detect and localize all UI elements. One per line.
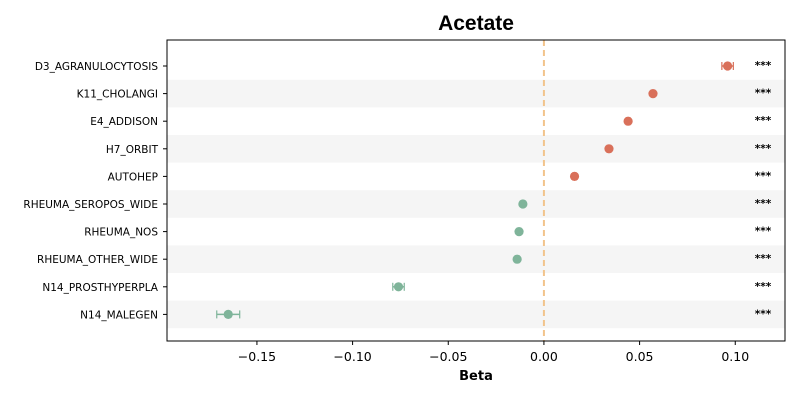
significance-label: *** xyxy=(755,308,772,320)
significance-label: *** xyxy=(755,115,772,127)
data-point xyxy=(623,116,633,126)
data-point xyxy=(393,282,404,292)
data-points xyxy=(223,61,733,319)
data-point xyxy=(512,254,522,264)
significance-labels: *** *** *** *** *** *** *** *** *** *** xyxy=(755,60,772,320)
y-tick-label: H7_ORBIT xyxy=(106,144,159,156)
y-tick-label: D3_AGRANULOCYTOSIS xyxy=(35,61,158,73)
y-tick-label: AUTOHEP xyxy=(108,171,158,183)
y-axis: D3_AGRANULOCYTOSIS K11_CHOLANGI E4_ADDISON… xyxy=(23,61,167,321)
x-tick-label: −0.15 xyxy=(238,349,276,364)
data-point xyxy=(223,309,233,319)
row-band xyxy=(167,79,785,108)
x-tick-label: 0.00 xyxy=(530,349,558,364)
plot-frame xyxy=(166,39,786,342)
row-band xyxy=(167,190,785,218)
data-point xyxy=(604,144,614,154)
significance-label: *** xyxy=(755,198,772,210)
data-point xyxy=(569,171,580,181)
row-bands xyxy=(167,79,785,329)
y-tick-label: N14_MALEGEN xyxy=(80,309,158,321)
x-tick-label: −0.05 xyxy=(429,349,467,364)
significance-label: *** xyxy=(755,226,772,238)
row-band xyxy=(167,135,785,163)
x-axis-label: Beta xyxy=(459,369,493,384)
row-band xyxy=(167,245,785,273)
data-point xyxy=(518,199,528,209)
data-point xyxy=(514,227,524,237)
y-tick-label: N14_PROSTHYPERPLA xyxy=(42,282,158,294)
significance-label: *** xyxy=(755,170,772,182)
y-tick-label: K11_CHOLANGI xyxy=(77,89,158,101)
y-tick-label: E4_ADDISON xyxy=(90,116,158,128)
x-tick-label: 0.10 xyxy=(721,349,749,364)
chart-title: Acetate xyxy=(438,12,514,35)
y-tick-label: RHEUMA_OTHER_WIDE xyxy=(37,254,158,266)
x-tick-label: 0.05 xyxy=(626,349,654,364)
significance-label: *** xyxy=(755,143,772,155)
significance-label: *** xyxy=(755,88,772,100)
row-band xyxy=(167,300,785,329)
y-tick-label: RHEUMA_SEROPOS_WIDE xyxy=(23,199,158,211)
y-tick-label: RHEUMA_NOS xyxy=(84,227,158,239)
x-axis: −0.15 −0.10 −0.05 0.00 0.05 0.10 xyxy=(238,341,749,364)
data-point xyxy=(648,89,658,99)
x-tick-label: −0.10 xyxy=(333,349,371,364)
data-point xyxy=(723,61,733,71)
significance-label: *** xyxy=(755,60,772,72)
significance-label: *** xyxy=(755,281,772,293)
significance-label: *** xyxy=(755,253,772,265)
